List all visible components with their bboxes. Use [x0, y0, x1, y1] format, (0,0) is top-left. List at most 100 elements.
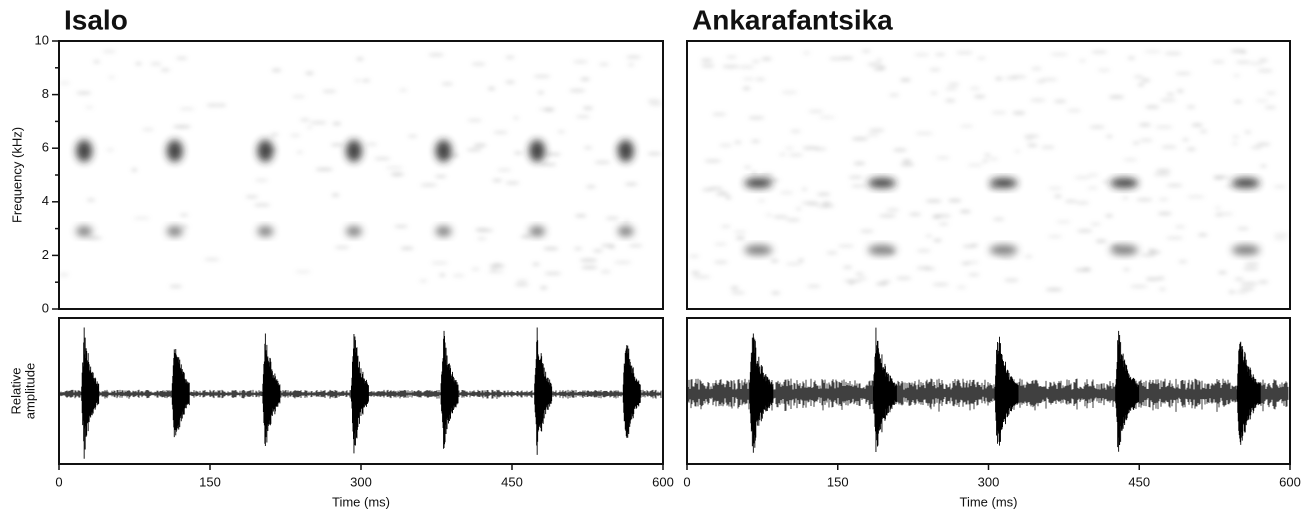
noise-speck	[532, 263, 539, 266]
noise-speck	[929, 68, 941, 71]
noise-speck	[956, 286, 966, 289]
noise-speck	[362, 79, 371, 82]
noise-speck	[1187, 148, 1196, 151]
noise-speck	[516, 279, 528, 282]
noise-speck	[786, 218, 801, 221]
noise-speck	[848, 282, 854, 285]
noise-speck	[924, 267, 936, 270]
noise-speck	[876, 282, 888, 285]
noise-speck	[956, 51, 973, 54]
noise-speck	[584, 146, 593, 149]
noise-speck	[1123, 268, 1130, 271]
noise-speck	[798, 259, 804, 262]
noise-speck	[971, 244, 979, 247]
noise-speck	[569, 89, 585, 92]
noise-speck	[93, 60, 100, 63]
noise-speck	[580, 78, 590, 81]
noise-speck	[647, 152, 661, 155]
call-energy	[76, 140, 92, 162]
noise-speck	[1160, 99, 1176, 102]
noise-speck	[332, 194, 340, 197]
noise-speck	[322, 90, 336, 93]
noise-speck	[1139, 139, 1153, 142]
noise-speck	[505, 56, 515, 59]
noise-speck	[520, 235, 531, 238]
panel-title: Isalo	[64, 4, 128, 35]
noise-speck	[1198, 233, 1208, 236]
noise-speck	[730, 286, 738, 289]
call-energy	[618, 226, 634, 236]
noise-speck	[505, 81, 515, 84]
call-waveform	[81, 327, 99, 458]
panel-title: Ankarafantsika	[692, 4, 893, 35]
call-energy	[257, 140, 273, 162]
noise-speck	[290, 134, 301, 137]
noise-speck	[439, 274, 445, 277]
x-tick-label: 600	[1279, 474, 1301, 489]
noise-speck	[1165, 52, 1182, 55]
noise-speck	[1200, 130, 1208, 133]
noise-speck	[270, 133, 278, 136]
noise-speck	[1237, 227, 1249, 230]
noise-speck	[179, 107, 195, 110]
noise-speck	[1177, 89, 1184, 92]
noise-speck	[1161, 146, 1177, 149]
noise-speck	[1166, 236, 1183, 239]
x-axis-label: Time (ms)	[959, 494, 1017, 509]
noise-speck	[467, 119, 482, 122]
noise-speck	[176, 57, 188, 60]
noise-speck	[544, 272, 561, 275]
noise-speck	[935, 53, 946, 56]
noise-speck	[374, 157, 390, 160]
noise-speck	[915, 132, 933, 135]
noise-speck	[629, 244, 643, 247]
noise-speck	[245, 195, 258, 198]
noise-speck	[1232, 142, 1238, 145]
call-waveform	[441, 331, 459, 449]
noise-speck	[513, 116, 519, 119]
noise-speck	[1159, 288, 1166, 291]
noise-speck	[765, 214, 772, 217]
noise-speck	[1274, 233, 1289, 236]
noise-speck	[945, 87, 958, 90]
noise-speck	[1233, 100, 1242, 103]
x-tick-label: 300	[350, 474, 372, 489]
noise-speck	[625, 183, 638, 186]
noise-speck	[1123, 158, 1137, 161]
noise-speck	[533, 75, 550, 78]
noise-speck	[1157, 277, 1165, 280]
noise-speck	[1230, 50, 1245, 53]
call-energy	[1232, 245, 1260, 255]
noise-speck	[867, 63, 882, 66]
noise-speck	[1146, 278, 1160, 281]
noise-speck	[758, 199, 766, 202]
noise-speck	[475, 228, 488, 231]
noise-speck	[1145, 106, 1159, 109]
noise-speck	[773, 215, 788, 218]
noise-speck	[1175, 72, 1191, 75]
noise-speck	[492, 179, 502, 182]
noise-speck	[505, 181, 519, 184]
y-tick-label: 4	[42, 193, 49, 208]
spectrogram-frame	[59, 41, 663, 309]
amplitude-label: Relative	[8, 368, 23, 415]
noise-speck	[993, 218, 1005, 221]
noise-speck	[400, 247, 414, 250]
noise-speck	[853, 162, 865, 165]
noise-speck	[1249, 62, 1264, 65]
noise-speck	[315, 168, 332, 171]
noise-speck	[900, 163, 914, 166]
noise-speck	[180, 225, 189, 228]
noise-speck	[968, 164, 983, 167]
noise-speck	[428, 53, 444, 56]
spectrogram-noise	[689, 50, 1289, 295]
noise-speck	[161, 68, 170, 71]
noise-speck	[1153, 173, 1170, 176]
noise-speck	[691, 271, 700, 274]
noise-speck	[1266, 92, 1277, 95]
call-waveform	[534, 327, 552, 454]
noise-speck	[1251, 146, 1262, 149]
noise-speck	[789, 153, 804, 156]
noise-speck	[1240, 282, 1258, 285]
x-tick-label: 450	[1128, 474, 1150, 489]
